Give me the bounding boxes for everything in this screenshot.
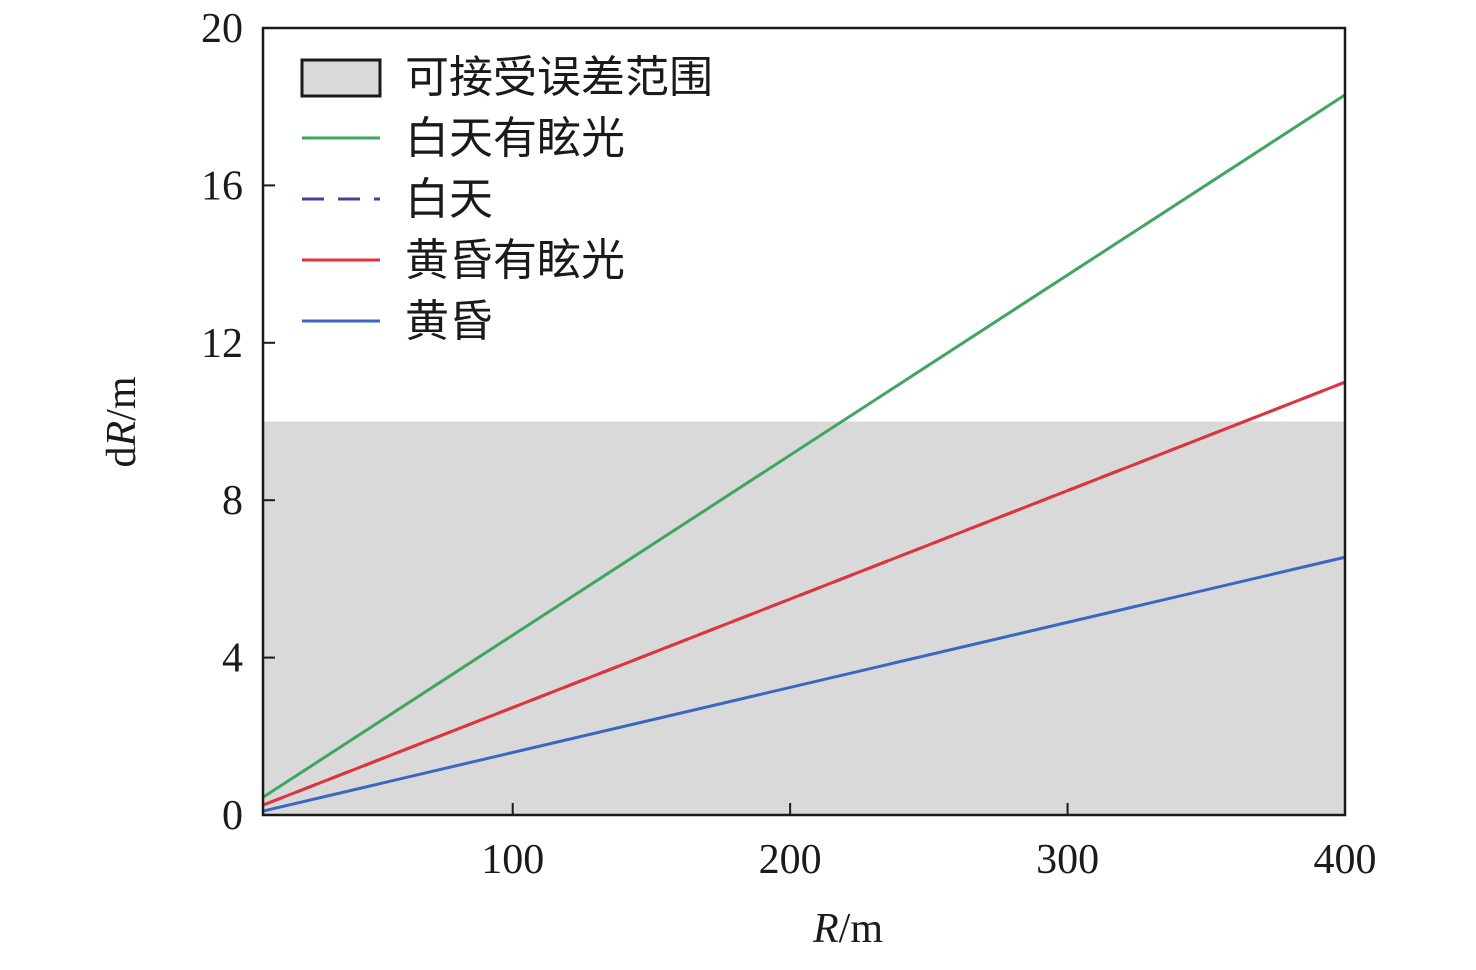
plot-frame [261,26,1347,817]
y-tick-label: 12 [201,321,243,367]
legend-label: 黄昏有眩光 [405,236,625,285]
y-axis-label: dR/m [99,376,145,467]
legend-label: 可接受误差范围 [405,53,713,102]
y-tick-label: 8 [222,478,243,524]
legend-label: 白天有眩光 [405,114,625,163]
x-tick-label: 300 [1036,837,1099,883]
y-label-var: R [99,421,145,448]
legend-label: 白天 [405,175,493,224]
legend-swatch [300,58,382,98]
x-tick-label: 400 [1314,837,1377,883]
x-tick-label: 100 [481,837,544,883]
y-tick-label: 16 [201,163,243,209]
tolerance-band [263,421,1345,815]
y-tick-label: 4 [222,636,243,682]
x-tick-label: 200 [759,837,822,883]
y-tick-label: 0 [222,793,243,839]
y-tick-label: 20 [201,6,243,52]
y-label-d: d [99,447,145,468]
legend-label: 黄昏 [405,297,493,346]
x-axis-label: R/m [812,906,883,952]
series-line [262,93,1346,799]
series-line [262,380,1346,807]
series-line [262,555,1346,813]
x-label-unit: /m [839,906,884,952]
y-label-unit: /m [99,376,145,421]
x-label-var: R [812,906,839,952]
